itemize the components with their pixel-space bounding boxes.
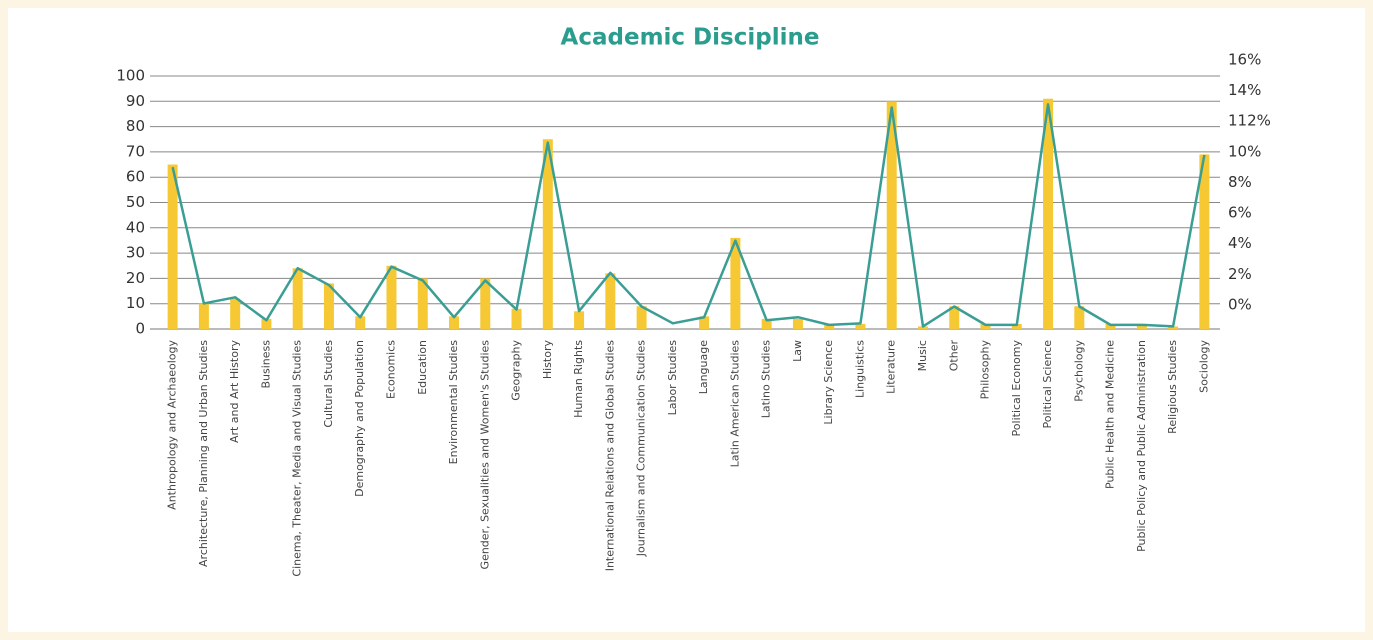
x-tick-label: International Relations and Global Studi… <box>603 340 616 572</box>
y-tick-label: 70 <box>126 142 145 160</box>
x-tick-label: Education <box>416 340 429 395</box>
bar <box>542 139 553 329</box>
bar <box>323 283 334 329</box>
bar <box>855 323 866 329</box>
bar <box>417 278 428 329</box>
line <box>171 103 1206 328</box>
x-tick-label: Geography <box>510 340 523 401</box>
y-tick-label: 100 <box>116 67 145 85</box>
x-tick-label: Public Health and Medicine <box>1104 340 1117 489</box>
x-tick-label: Library Science <box>822 340 835 425</box>
x-tick-label: Music <box>916 340 929 371</box>
y-tick-label: 0 <box>135 320 145 338</box>
bar <box>917 326 928 329</box>
x-tick-label: Labor Studies <box>666 340 679 416</box>
x-tick-label: Cinema, Theater, Media and Visual Studie… <box>291 340 304 577</box>
y-tick-label: 50 <box>126 193 145 211</box>
bar <box>261 318 272 329</box>
bar <box>511 308 522 329</box>
x-tick-label: Political Economy <box>1010 340 1023 437</box>
y-tick-label: 20 <box>126 269 145 287</box>
y-tick-label: 10 <box>126 294 145 312</box>
bar <box>980 323 991 329</box>
y2-tick-label: 16% <box>1228 51 1261 69</box>
y-tick-label: 60 <box>126 168 145 186</box>
x-tick-label: Psychology <box>1072 340 1085 402</box>
y2-tick-label: 8% <box>1228 173 1252 191</box>
bar <box>574 311 585 329</box>
y2-tick-label: 0% <box>1228 295 1252 313</box>
y2-tick-label: 2% <box>1228 265 1252 283</box>
bar <box>355 316 366 329</box>
y2-tick-label: 112% <box>1228 112 1271 130</box>
bar <box>230 298 241 329</box>
x-tick-label: Architecture, Planning and Urban Studies <box>197 340 210 567</box>
y-tick-label: 40 <box>126 218 145 236</box>
bar <box>167 164 178 329</box>
x-tick-label: Human Rights <box>572 340 585 418</box>
bar <box>386 265 397 329</box>
bar <box>480 278 491 329</box>
y-tick-label: 80 <box>126 117 145 135</box>
bar <box>886 101 897 329</box>
bar <box>292 268 303 329</box>
bar <box>1011 323 1022 329</box>
bar <box>949 306 960 329</box>
y2-tick-label: 14% <box>1228 81 1261 99</box>
x-tick-label: Literature <box>885 340 898 394</box>
x-tick-label: Sociology <box>1197 340 1210 393</box>
bar <box>1105 323 1116 329</box>
bar <box>1168 326 1179 329</box>
x-tick-label: Demography and Population <box>353 340 366 497</box>
bar <box>730 237 741 329</box>
bar <box>699 316 710 329</box>
x-tick-label: Latino Studies <box>760 340 773 419</box>
bar <box>1074 306 1085 329</box>
x-tick-label: Political Science <box>1041 340 1054 429</box>
bar <box>824 323 835 329</box>
bar <box>761 318 772 329</box>
y2-tick-label: 6% <box>1228 204 1252 222</box>
x-tick-label: History <box>541 340 554 380</box>
x-tick-label: Public Policy and Public Administration <box>1135 340 1148 552</box>
y2-tick-label: 4% <box>1228 234 1252 252</box>
bar <box>449 316 460 329</box>
chart-title: Academic Discipline <box>561 25 820 51</box>
x-tick-label: Gender, Sexualities and Women's Studies <box>478 340 491 570</box>
x-tick-label: Other <box>947 340 960 372</box>
y-tick-label: 30 <box>126 244 145 262</box>
x-tick-label: Language <box>697 340 710 395</box>
x-tick-label: Linguistics <box>853 340 866 398</box>
bar <box>1199 154 1210 329</box>
x-tick-label: Religious Studies <box>1166 340 1179 434</box>
bar <box>198 303 209 329</box>
bar <box>1136 323 1147 329</box>
x-tick-label: Environmental Studies <box>447 340 460 465</box>
x-tick-label: Economics <box>384 340 397 399</box>
x-tick-label: Latin American Studies <box>728 340 741 468</box>
bar <box>636 306 647 329</box>
bar <box>605 273 616 329</box>
x-tick-label: Business <box>259 340 272 389</box>
y-tick-label: 90 <box>126 92 145 110</box>
x-tick-label: Cultural Studies <box>322 340 335 428</box>
x-tick-label: Journalism and Communication Studies <box>635 340 648 558</box>
y2-tick-label: 10% <box>1228 142 1261 160</box>
x-tick-label: Law <box>791 340 804 362</box>
x-tick-label: Art and Art History <box>228 340 241 444</box>
bar <box>792 318 803 329</box>
bar <box>1043 98 1054 330</box>
x-tick-label: Anthropology and Archaeology <box>166 340 179 510</box>
x-tick-label: Philosophy <box>979 340 992 400</box>
